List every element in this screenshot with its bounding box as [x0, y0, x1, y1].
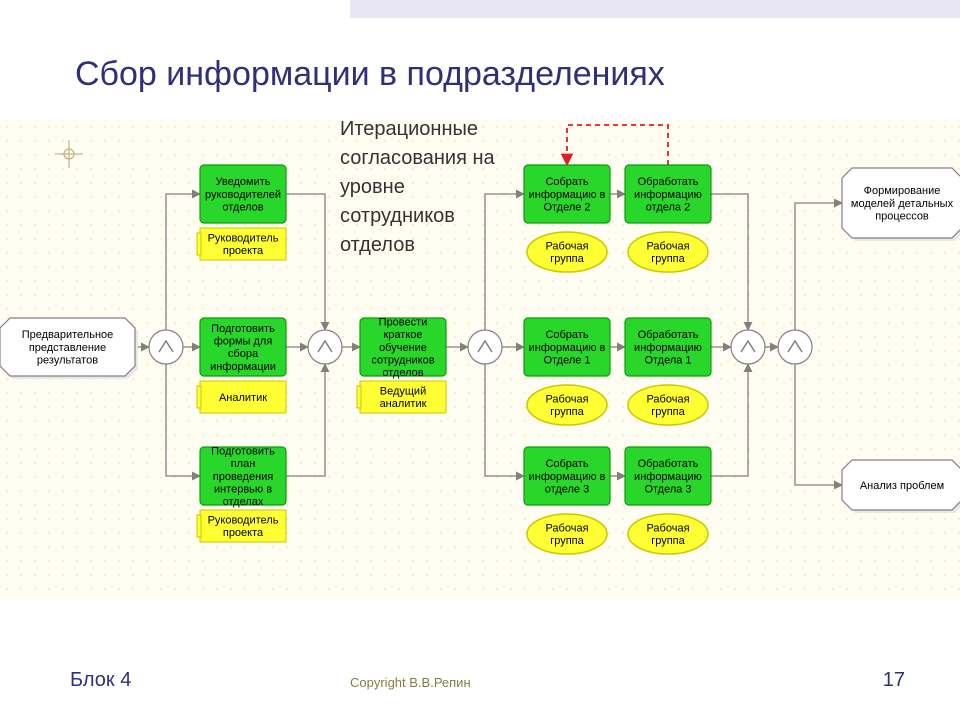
- svg-text:Рабочаягруппа: Рабочаягруппа: [646, 523, 689, 548]
- svg-text:Ведущийаналитик: Ведущийаналитик: [380, 386, 427, 411]
- edge: [567, 125, 668, 165]
- edge: [286, 194, 325, 330]
- edge: [795, 203, 842, 330]
- svg-text:Аналитик: Аналитик: [219, 392, 267, 404]
- svg-text:Рабочаягруппа: Рабочаягруппа: [545, 241, 588, 266]
- edge: [711, 364, 748, 476]
- edge: [166, 364, 200, 476]
- svg-text:Рабочаягруппа: Рабочаягруппа: [646, 241, 689, 266]
- svg-text:Рабочаягруппа: Рабочаягруппа: [545, 523, 588, 548]
- svg-text:Рабочаягруппа: Рабочаягруппа: [545, 394, 588, 419]
- flowchart-diagram: ПредварительноепредставлениерезультатовФ…: [0, 0, 960, 720]
- gateway-g1: [149, 330, 183, 364]
- page-subtitle: Итерационные согласования на уровне сотр…: [340, 115, 520, 260]
- edge: [286, 364, 325, 476]
- svg-text:Анализ проблем: Анализ проблем: [860, 480, 944, 492]
- corner-decoration-icon: [55, 140, 83, 168]
- page-title: Сбор информации в подразделениях: [75, 55, 665, 94]
- gateway-g2: [308, 330, 342, 364]
- edge: [795, 364, 842, 485]
- gateway-g3: [468, 330, 502, 364]
- edge: [485, 364, 524, 476]
- gateway-g5: [778, 330, 812, 364]
- edge: [166, 194, 200, 330]
- edge: [711, 194, 748, 330]
- svg-text:Рабочаягруппа: Рабочаягруппа: [646, 394, 689, 419]
- gateway-g4: [731, 330, 765, 364]
